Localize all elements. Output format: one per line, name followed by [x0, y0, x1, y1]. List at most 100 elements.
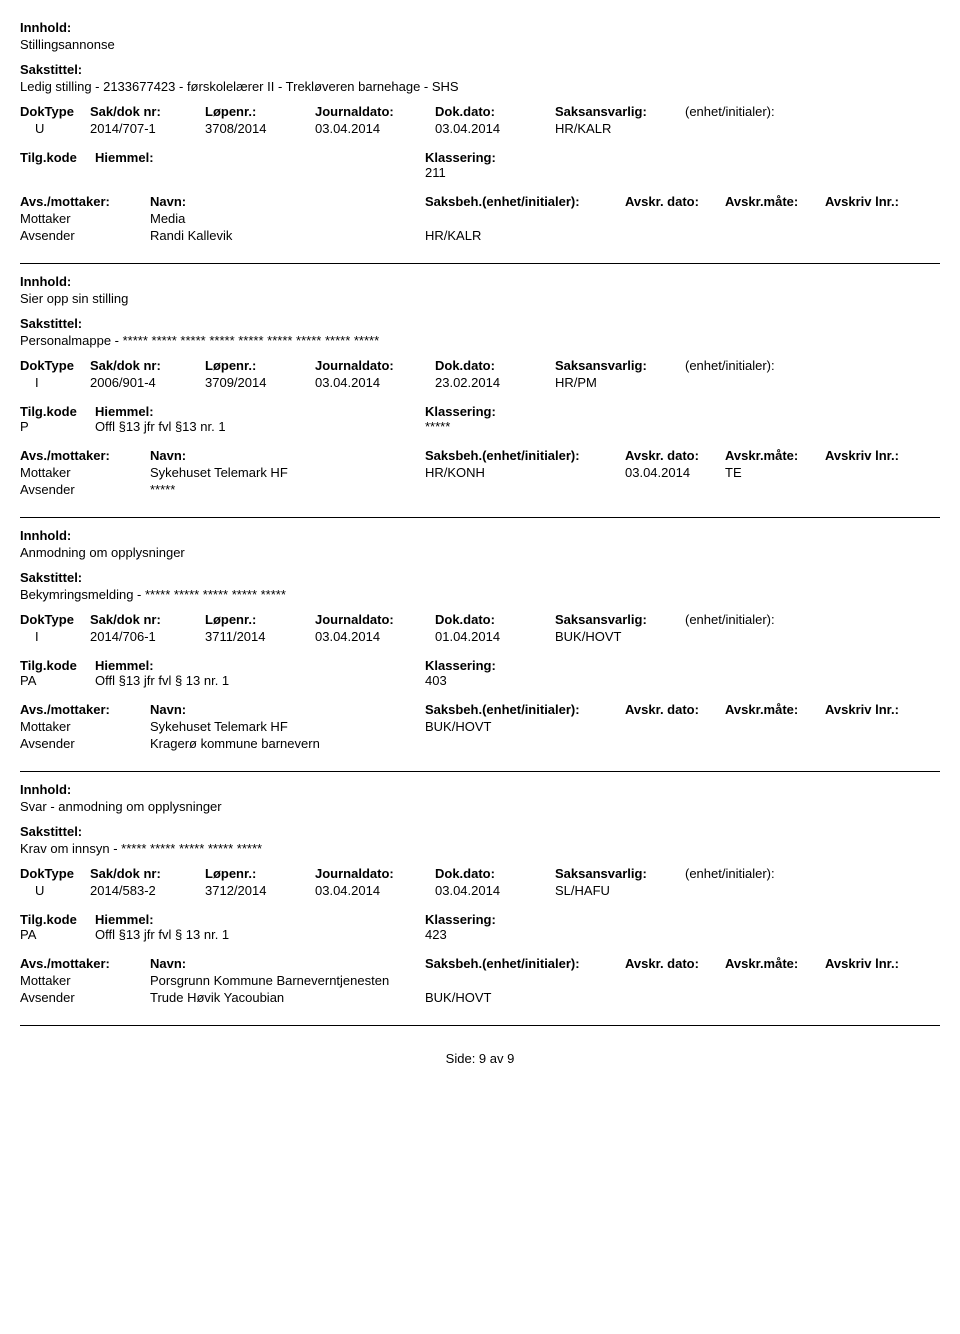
fields-header-row: DokTypeSak/dok nr:Løpenr.:Journaldato:Do… [20, 866, 940, 881]
tilg-value-row: PAOffl §13 jfr fvl § 13 nr. 1403 [20, 673, 940, 688]
lopenr-label: Løpenr.: [205, 104, 315, 119]
party-saksbeh: BUK/HOVT [425, 719, 625, 734]
klassering-label: Klassering: [425, 658, 496, 673]
party-avskrmaate [725, 228, 825, 243]
sakstittel-label: Sakstittel: [20, 824, 940, 839]
dokdato-label: Dok.dato: [435, 612, 555, 627]
tilgkode-label: Tilg.kode [20, 150, 95, 165]
hjemmel-label: Hiemmel: [95, 658, 425, 673]
party-avskrdato: 03.04.2014 [625, 465, 725, 480]
sakdoknr-value: 2014/583-2 [90, 883, 205, 898]
lopenr-value: 3711/2014 [205, 629, 315, 644]
saksansvarlig-value: BUK/HOVT [555, 629, 685, 644]
party-avskrdato [625, 973, 725, 988]
party-avskrmaate: TE [725, 465, 825, 480]
party-navn: Media [150, 211, 425, 226]
party-navn: Randi Kallevik [150, 228, 425, 243]
innhold-value: Svar - anmodning om opplysninger [20, 799, 940, 814]
innhold-label: Innhold: [20, 782, 940, 797]
dokdato-value: 23.02.2014 [435, 375, 555, 390]
party-saksbeh: HR/KALR [425, 228, 625, 243]
party-role: Avsender [20, 228, 150, 243]
lopenr-value: 3708/2014 [205, 121, 315, 136]
avsmottaker-header-row: Avs./mottaker:Navn:Saksbeh.(enhet/initia… [20, 956, 940, 971]
tilgkode-value: PA [20, 927, 95, 942]
hjemmel-value [95, 165, 425, 180]
klassering-value: ***** [425, 419, 450, 434]
journaldato-value: 03.04.2014 [315, 121, 435, 136]
navn-label: Navn: [150, 448, 425, 463]
party-row: Avsender***** [20, 482, 940, 497]
party-navn: Kragerø kommune barnevern [150, 736, 425, 751]
sakdoknr-value: 2006/901-4 [90, 375, 205, 390]
fields-value-row: U2014/707-13708/201403.04.201403.04.2014… [20, 121, 940, 136]
party-row: MottakerPorsgrunn Kommune Barneverntjene… [20, 973, 940, 988]
enhet-label: (enhet/initialer): [685, 612, 940, 627]
innhold-value: Anmodning om opplysninger [20, 545, 940, 560]
avsmottaker-label: Avs./mottaker: [20, 702, 150, 717]
journaldato-label: Journaldato: [315, 612, 435, 627]
fields-header-row: DokTypeSak/dok nr:Løpenr.:Journaldato:Do… [20, 612, 940, 627]
party-saksbeh: BUK/HOVT [425, 990, 625, 1005]
lopenr-label: Løpenr.: [205, 612, 315, 627]
saksansvarlig-label: Saksansvarlig: [555, 612, 685, 627]
party-row: MottakerMedia [20, 211, 940, 226]
party-avskrdato [625, 736, 725, 751]
enhet-label: (enhet/initialer): [685, 104, 940, 119]
party-saksbeh [425, 973, 625, 988]
party-navn: Sykehuset Telemark HF [150, 465, 425, 480]
fields-value-row: I2014/706-13711/201403.04.201401.04.2014… [20, 629, 940, 644]
doktype-label: DokType [20, 104, 90, 119]
party-role: Mottaker [20, 973, 150, 988]
journal-entry: Innhold: Anmodning om opplysninger Sakstit… [20, 518, 940, 772]
tilg-header-row: Tilg.kodeHiemmel:Klassering: [20, 912, 940, 927]
saksansvarlig-label: Saksansvarlig: [555, 358, 685, 373]
avskrdato-label: Avskr. dato: [625, 194, 725, 209]
journal-entry: Innhold:Sier opp sin stillingSakstittel:… [20, 264, 940, 518]
party-avskrdato [625, 719, 725, 734]
journaldato-value: 03.04.2014 [315, 883, 435, 898]
party-role: Avsender [20, 482, 150, 497]
fields-value-row: I2006/901-43709/201403.04.201423.02.2014… [20, 375, 940, 390]
innhold-label: Innhold: [20, 528, 940, 543]
navn-label: Navn: [150, 956, 425, 971]
party-role: Mottaker [20, 211, 150, 226]
doktype-value: U [20, 883, 90, 898]
avskrmaate-label: Avskr.måte: [725, 956, 825, 971]
tilg-header-row: Tilg.kodeHiemmel:Klassering: [20, 404, 940, 419]
saksansvarlig-value: HR/PM [555, 375, 685, 390]
dokdato-value: 03.04.2014 [435, 883, 555, 898]
tilgkode-value [20, 165, 95, 180]
klassering-label: Klassering: [425, 912, 496, 927]
lopenr-label: Løpenr.: [205, 866, 315, 881]
navn-label: Navn: [150, 194, 425, 209]
tilg-header-row: Tilg.kodeHiemmel:Klassering: [20, 150, 940, 165]
navn-label: Navn: [150, 702, 425, 717]
party-saksbeh: HR/KONH [425, 465, 625, 480]
sakdoknr-label: Sak/dok nr: [90, 104, 205, 119]
party-navn: Sykehuset Telemark HF [150, 719, 425, 734]
avskrmaate-label: Avskr.måte: [725, 702, 825, 717]
saksansvarlig-value: SL/HAFU [555, 883, 685, 898]
sakstittel-label: Sakstittel: [20, 570, 940, 585]
lopenr-label: Løpenr.: [205, 358, 315, 373]
doktype-value: I [20, 375, 90, 390]
party-avskrmaate [725, 736, 825, 751]
party-role: Mottaker [20, 465, 150, 480]
innhold-value: Sier opp sin stilling [20, 291, 940, 306]
tilgkode-value: PA [20, 673, 95, 688]
saksbeh-label: Saksbeh.(enhet/initialer): [425, 702, 625, 717]
sakstittel-value: Ledig stilling - 2133677423 - førskolelæ… [20, 79, 940, 94]
avsmottaker-header-row: Avs./mottaker:Navn:Saksbeh.(enhet/initia… [20, 448, 940, 463]
avsmottaker-label: Avs./mottaker: [20, 956, 150, 971]
dokdato-label: Dok.dato: [435, 104, 555, 119]
tilg-value-row: POffl §13 jfr fvl §13 nr. 1***** [20, 419, 940, 434]
dokdato-value: 03.04.2014 [435, 121, 555, 136]
doktype-label: DokType [20, 612, 90, 627]
saksbeh-label: Saksbeh.(enhet/initialer): [425, 956, 625, 971]
tilgkode-label: Tilg.kode [20, 404, 95, 419]
hjemmel-value: Offl §13 jfr fvl §13 nr. 1 [95, 419, 425, 434]
party-row: MottakerSykehuset Telemark HFBUK/HOVT [20, 719, 940, 734]
party-navn: ***** [150, 482, 425, 497]
party-avskrdato [625, 228, 725, 243]
